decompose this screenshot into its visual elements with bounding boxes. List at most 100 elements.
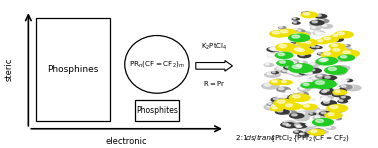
Circle shape [297,126,299,127]
Circle shape [274,79,283,82]
Circle shape [310,63,314,65]
Circle shape [325,126,336,130]
Circle shape [310,69,315,71]
Circle shape [273,98,279,100]
Circle shape [324,112,343,119]
Circle shape [284,124,297,129]
Circle shape [332,65,344,70]
Circle shape [290,46,312,55]
Circle shape [286,111,291,113]
Circle shape [321,87,335,93]
Text: 2:1: 2:1 [236,135,250,141]
Circle shape [333,117,342,120]
Circle shape [280,30,288,33]
Circle shape [343,44,351,47]
Circle shape [347,86,353,88]
Circle shape [290,61,300,65]
Circle shape [283,65,295,70]
Circle shape [315,116,320,118]
Text: /: / [254,135,257,141]
Circle shape [276,87,291,92]
Circle shape [273,51,278,53]
Circle shape [324,52,331,55]
Circle shape [321,112,326,114]
Circle shape [284,110,297,115]
Circle shape [282,103,302,110]
Circle shape [341,85,346,87]
Circle shape [322,25,327,26]
Circle shape [319,59,326,62]
Circle shape [315,57,336,66]
Circle shape [334,50,344,54]
Circle shape [278,47,282,48]
Circle shape [302,83,313,87]
Circle shape [308,112,316,116]
Circle shape [304,131,313,135]
Circle shape [272,80,277,82]
Circle shape [312,21,318,23]
Circle shape [272,71,275,73]
Circle shape [264,71,281,78]
Circle shape [315,39,330,44]
Circle shape [326,82,331,84]
Circle shape [276,50,292,57]
Bar [36,18,110,121]
Circle shape [306,42,311,43]
Circle shape [309,76,324,82]
Circle shape [341,55,352,59]
Circle shape [290,38,295,40]
Circle shape [301,11,311,15]
Circle shape [292,95,300,98]
Circle shape [298,129,302,131]
Circle shape [302,65,319,72]
Circle shape [344,44,347,46]
Circle shape [305,72,309,74]
Circle shape [299,92,303,94]
Circle shape [317,15,321,16]
Circle shape [320,24,333,29]
Circle shape [290,38,305,44]
Circle shape [311,23,315,25]
Circle shape [320,87,334,92]
Circle shape [336,51,339,52]
Circle shape [335,90,340,92]
Circle shape [321,36,339,43]
Circle shape [297,53,311,58]
Circle shape [314,109,329,115]
Circle shape [327,113,334,116]
Circle shape [322,98,326,99]
Circle shape [297,61,308,65]
Circle shape [277,29,298,37]
Circle shape [332,91,338,94]
Circle shape [304,13,310,15]
Circle shape [326,104,349,113]
Circle shape [340,51,349,54]
Circle shape [293,33,299,36]
Circle shape [299,87,304,89]
Circle shape [285,90,295,94]
Circle shape [299,71,310,75]
Circle shape [298,87,311,92]
Circle shape [335,118,338,119]
Circle shape [339,32,343,34]
Circle shape [324,37,330,40]
Text: cis: cis [246,135,256,141]
Circle shape [334,44,342,47]
Circle shape [308,62,321,67]
Circle shape [334,31,354,39]
Circle shape [319,57,328,61]
Circle shape [282,96,287,98]
Circle shape [288,63,314,73]
Circle shape [270,46,283,51]
Circle shape [286,124,291,126]
Circle shape [340,49,353,55]
Circle shape [317,75,322,76]
Circle shape [316,123,327,127]
Circle shape [327,127,331,128]
Circle shape [319,90,333,95]
Circle shape [336,109,345,112]
Circle shape [314,59,324,62]
Circle shape [333,87,336,88]
Circle shape [332,92,345,97]
Circle shape [339,84,353,90]
